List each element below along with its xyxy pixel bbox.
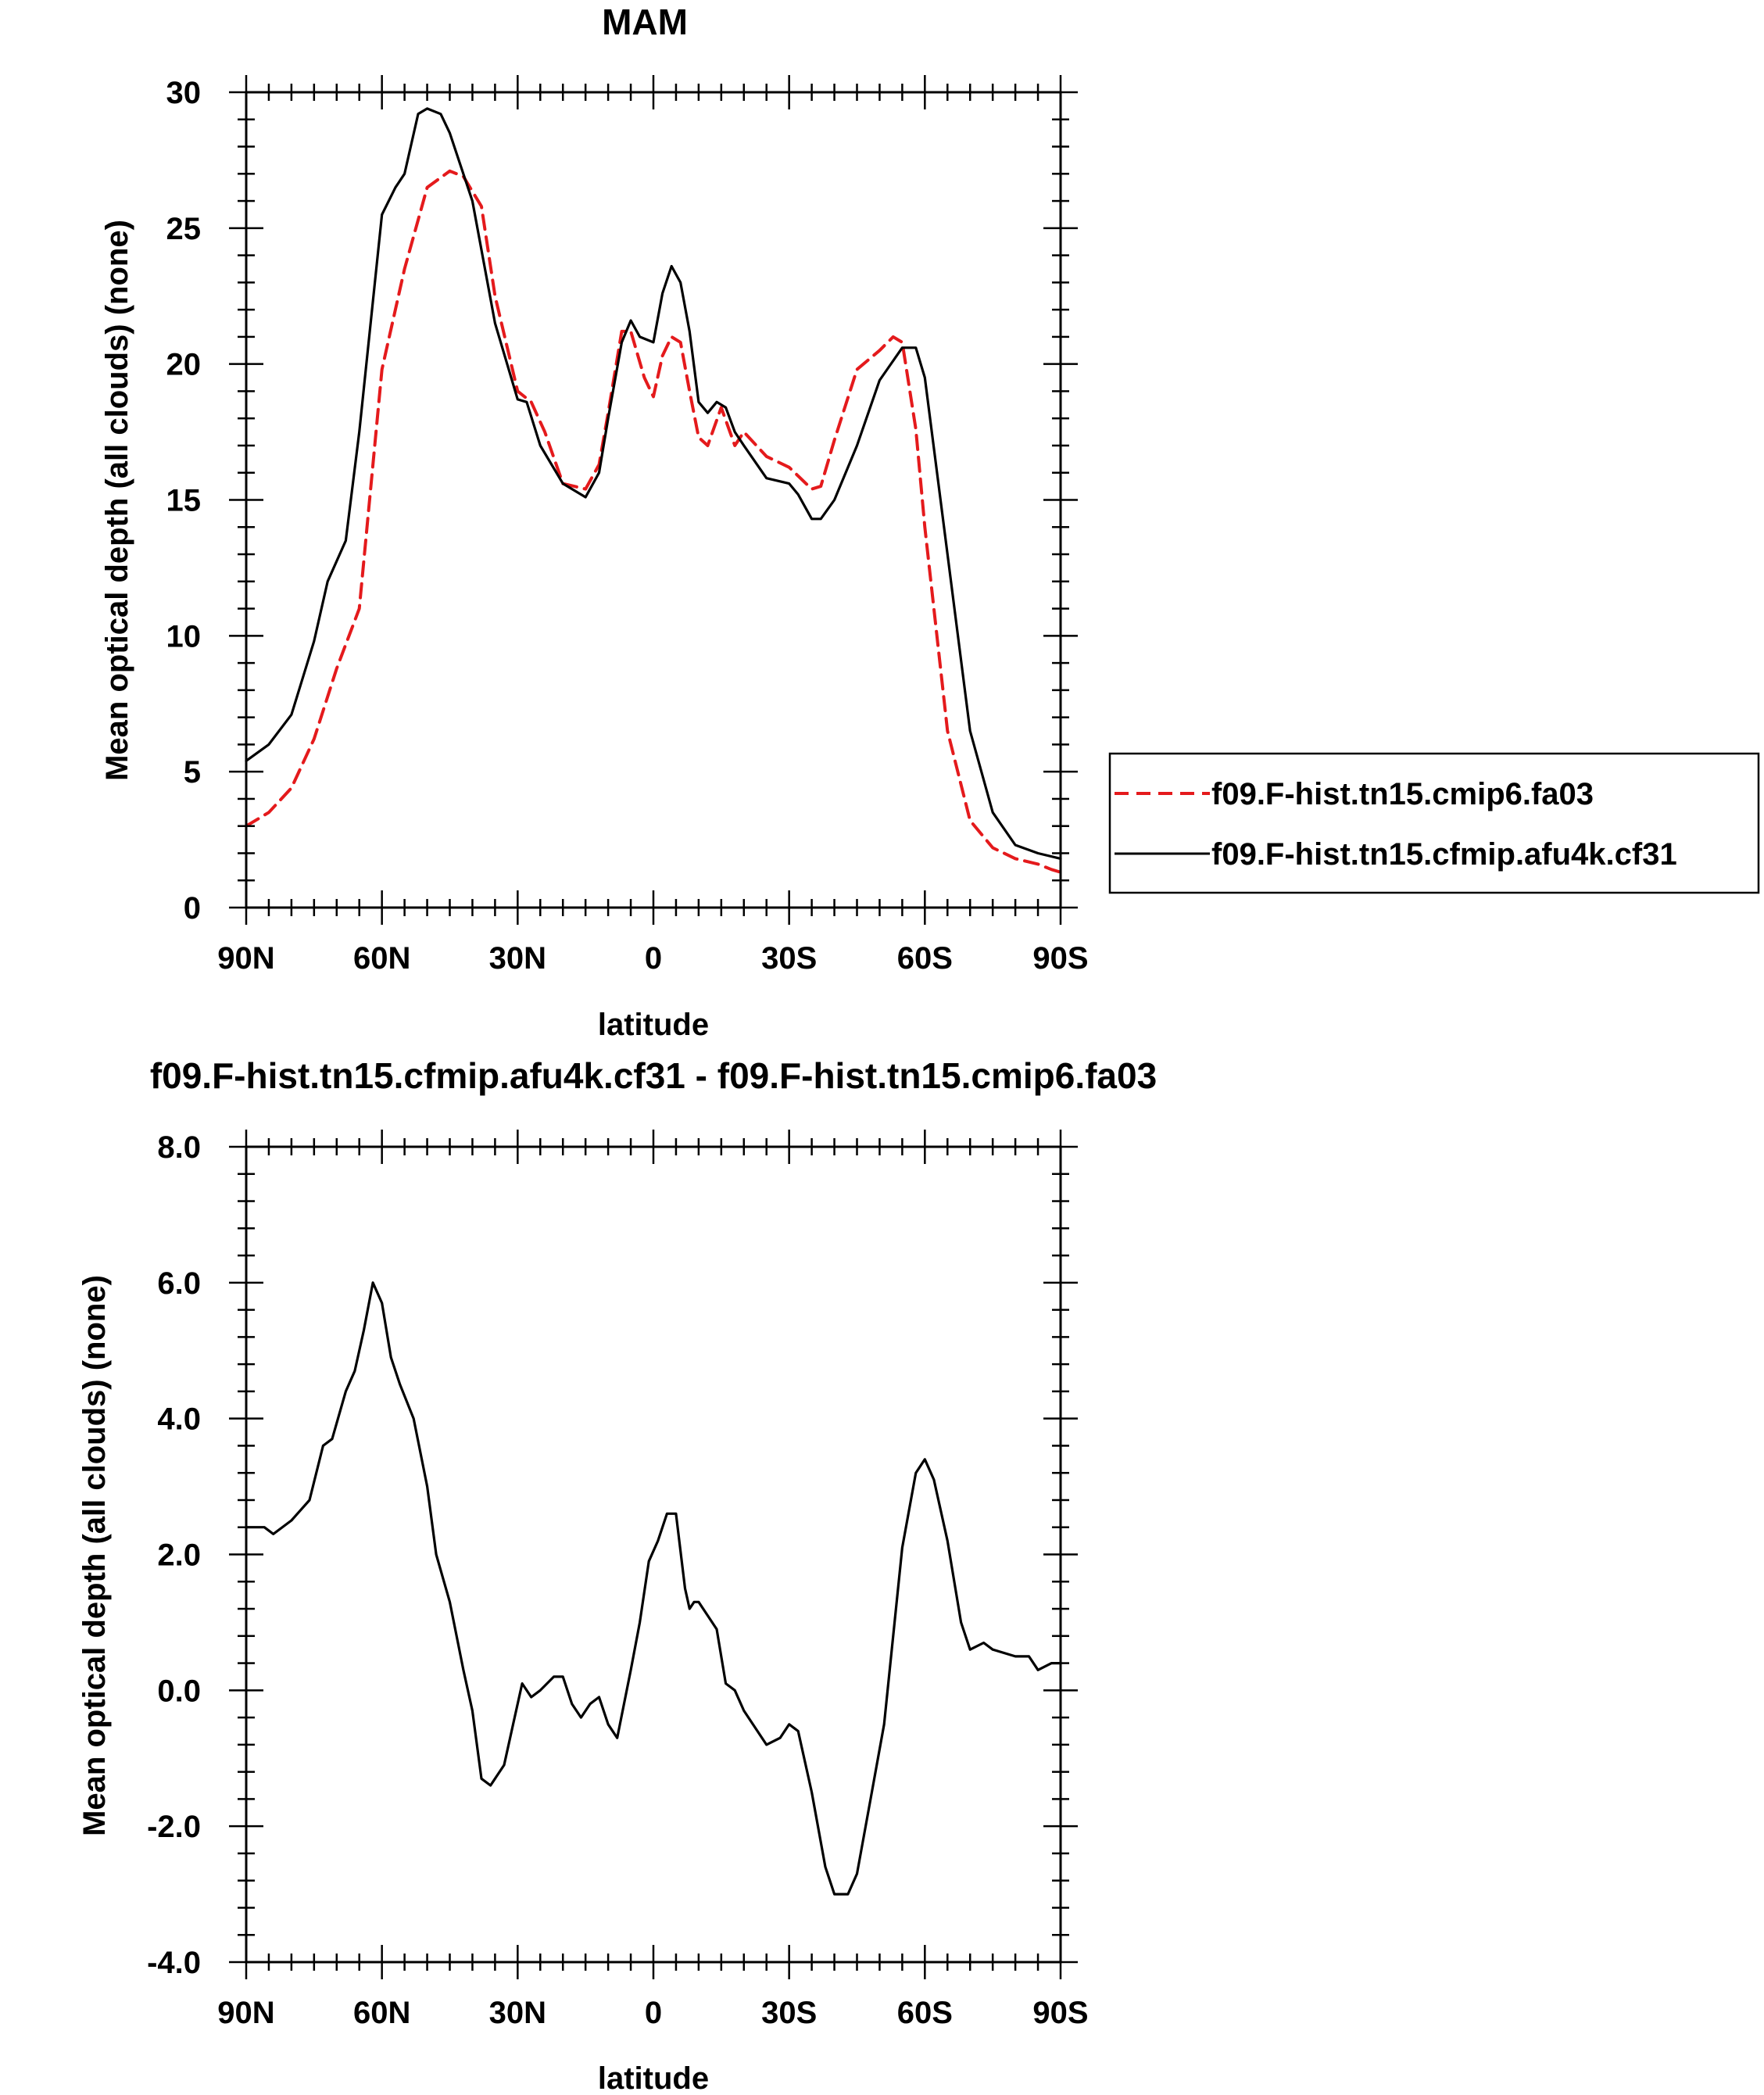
y-tick-label: 25 bbox=[166, 212, 202, 246]
x-tick-label: 30N bbox=[489, 941, 546, 976]
chart-top-xlabel: latitude bbox=[598, 1008, 709, 1042]
x-tick-label: 60N bbox=[353, 1996, 410, 2030]
x-tick-label: 0 bbox=[645, 1996, 662, 2030]
y-tick-label: -2.0 bbox=[147, 1810, 201, 1844]
y-tick-label: -4.0 bbox=[147, 1946, 201, 1980]
x-tick-label: 60S bbox=[897, 1996, 953, 2030]
y-tick-label: 20 bbox=[166, 348, 202, 382]
chart-top-legend: f09.F-hist.tn15.cmip6.fa03 f09.F-hist.tn… bbox=[1108, 752, 1760, 894]
y-tick-label: 15 bbox=[166, 484, 202, 518]
series-line-top-0 bbox=[245, 169, 1062, 874]
x-tick-label: 30N bbox=[489, 1996, 546, 2030]
y-tick-label: 30 bbox=[166, 76, 202, 110]
chart-top-ylabel: Mean optical depth (all clouds) (none) bbox=[100, 220, 134, 781]
x-tick-label: 0 bbox=[645, 941, 662, 976]
series-line-bot-0 bbox=[245, 1281, 1062, 1896]
y-tick-label: 4.0 bbox=[157, 1402, 201, 1437]
y-tick-label: 5 bbox=[184, 755, 201, 790]
x-tick-label: 30S bbox=[761, 941, 817, 976]
chart-top-title: MAM bbox=[602, 2, 688, 42]
x-tick-label: 90N bbox=[217, 1996, 274, 2030]
x-tick-label: 60S bbox=[897, 941, 953, 976]
chart-top: MAM 90N 60N 30N 0 30S 60S 90S 0 5 10 15 20 25 30 lati… bbox=[100, 2, 1760, 1042]
chart-bottom-ylabel: Mean optical depth (all clouds) (none) bbox=[77, 1275, 112, 1836]
x-tick-label: 30S bbox=[761, 1996, 817, 2030]
x-tick-label: 90N bbox=[217, 941, 274, 976]
legend-label-cmip6: f09.F-hist.tn15.cmip6.fa03 bbox=[1211, 777, 1594, 811]
x-tick-label: 90S bbox=[1032, 941, 1088, 976]
y-tick-label: 0.0 bbox=[157, 1674, 201, 1708]
legend-label-cfmip: f09.F-hist.tn15.cfmip.afu4k.cf31 bbox=[1211, 837, 1677, 872]
y-tick-label: 8.0 bbox=[157, 1130, 201, 1165]
chart-bottom-xlabel: latitude bbox=[598, 2061, 709, 2095]
chart-bottom-title: f09.F-hist.tn15.cfmip.afu4k.cf31 - f09.F… bbox=[150, 1055, 1157, 1096]
series-line-top-1 bbox=[245, 107, 1062, 860]
y-tick-label: 10 bbox=[166, 619, 202, 654]
x-tick-label: 60N bbox=[353, 941, 410, 976]
y-tick-label: 0 bbox=[184, 891, 201, 926]
y-tick-label: 2.0 bbox=[157, 1538, 201, 1573]
x-tick-label: 90S bbox=[1032, 1996, 1088, 2030]
y-tick-label: 6.0 bbox=[157, 1266, 201, 1301]
chart-bottom: f09.F-hist.tn15.cfmip.afu4k.cf31 - f09.F… bbox=[77, 1055, 1157, 2095]
